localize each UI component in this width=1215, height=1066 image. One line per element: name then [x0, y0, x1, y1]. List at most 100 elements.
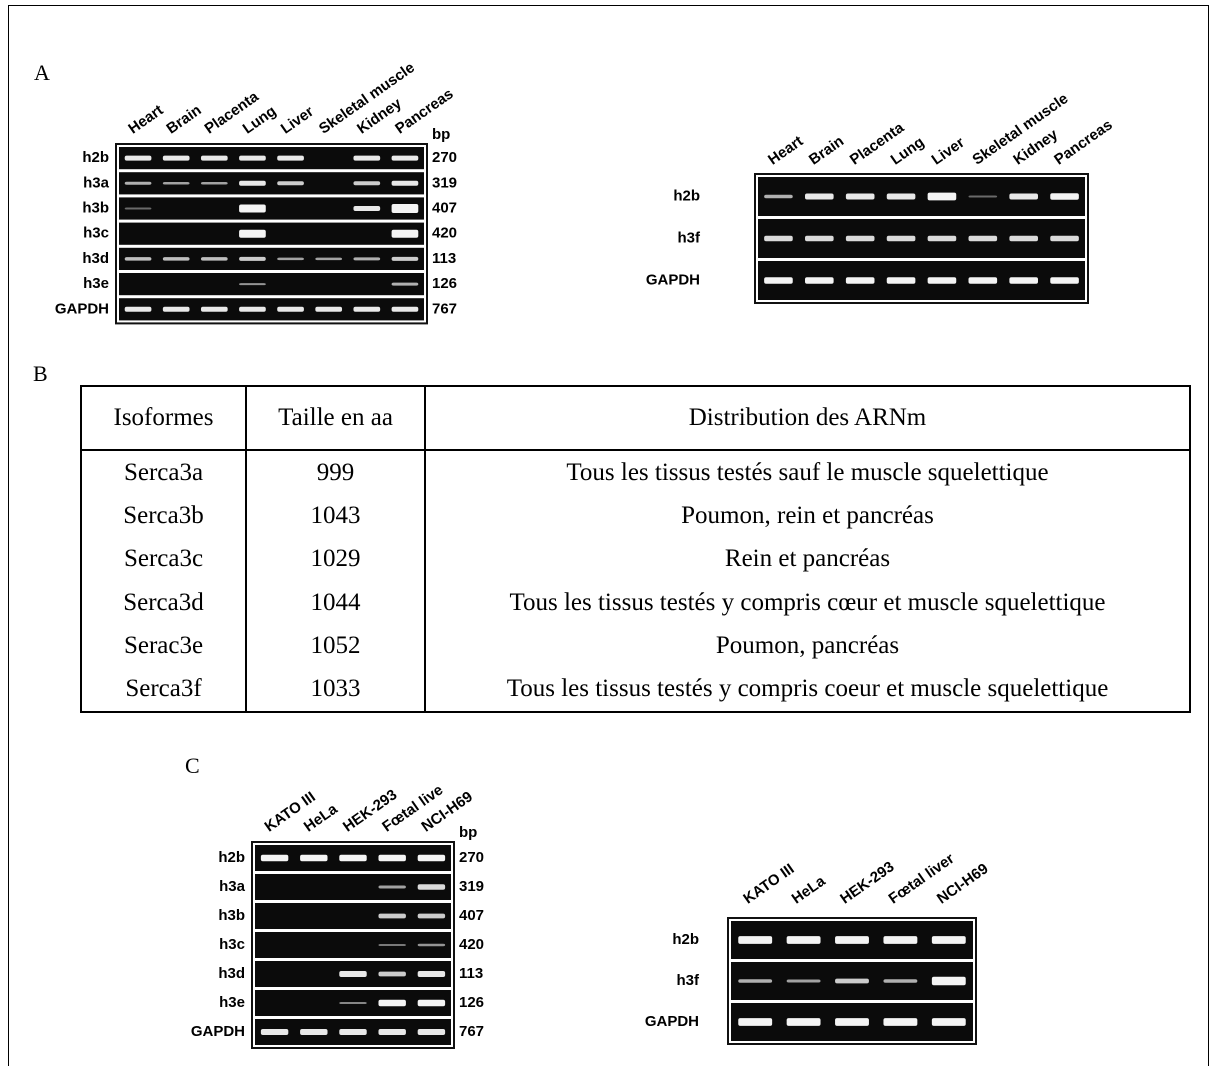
row-label: h3a [219, 878, 246, 895]
gel-band [353, 206, 381, 211]
gel-band [845, 235, 875, 242]
table-row: Serca3d 1044 Tous les tissus testés y comp… [80, 580, 1191, 625]
gel-band [260, 854, 289, 862]
table-row: Serca3c 1029 Rein et pancréas [80, 537, 1191, 581]
lane-label: KATO III [740, 860, 797, 907]
bp-label: 126 [432, 275, 457, 292]
isoform-table: Isoformes Taille en aa Distribution des … [80, 385, 1191, 713]
gel-band [124, 155, 152, 161]
gel-band [277, 257, 304, 261]
gel-band [162, 182, 190, 185]
gel-band [200, 257, 228, 261]
gel-band [315, 306, 343, 312]
table-cell: 1033 [245, 667, 426, 712]
lane-label: HEK-293 [837, 858, 897, 907]
table-cell: 1044 [245, 580, 426, 625]
gel-band [883, 936, 918, 944]
gel-band [239, 256, 266, 261]
header-cell: Distribution des ARNm [424, 385, 1191, 451]
gel-band [417, 999, 446, 1007]
gel-band [239, 155, 266, 161]
table-cell: 1043 [245, 494, 426, 538]
panel-label: A [34, 60, 50, 85]
gel-band [353, 306, 381, 312]
gel-band [927, 277, 957, 284]
bp-label: 270 [432, 149, 457, 166]
gel-band [239, 180, 266, 186]
lane-label: Brain [163, 102, 204, 138]
row-label: h3c [219, 936, 245, 953]
gel-lane-strip [119, 172, 424, 195]
table-row: Serca3b 1043 Poumon, rein et pancréas [80, 494, 1191, 538]
gel-band [764, 194, 793, 199]
lane-label: Liver [929, 134, 968, 169]
bp-label: 319 [432, 174, 457, 191]
gel-band [738, 1018, 773, 1026]
lane-label: Brain [806, 133, 847, 169]
gel-band [200, 155, 228, 161]
gel-band [239, 283, 266, 286]
gel-band [786, 1018, 821, 1026]
gel-band [931, 1018, 966, 1026]
gel-band [391, 306, 419, 312]
gel-frame [115, 143, 428, 325]
gel-band [417, 854, 446, 862]
gel-band [339, 1029, 367, 1035]
gel-frame [754, 173, 1089, 304]
gel-band [968, 277, 998, 284]
row-label: GAPDH [55, 300, 109, 317]
table-cell: Poumon, pancréas [424, 624, 1191, 668]
gel-band [353, 181, 381, 186]
bp-header: bp [459, 824, 477, 841]
gel-band [835, 978, 869, 984]
gel-band [200, 182, 228, 185]
gel-band [339, 854, 367, 862]
gel-band [417, 1029, 446, 1035]
table-cell: Serca3d [80, 580, 247, 625]
gel-band [1009, 235, 1038, 242]
bp-label: 407 [432, 199, 457, 216]
row-label: h3e [219, 994, 245, 1011]
gel-band [927, 192, 957, 201]
gel-band [886, 193, 916, 200]
table-cell: Serca3f [80, 667, 247, 712]
row-label: h3b [218, 907, 245, 924]
table-row: Serca3f 1033 Tous les tissus testés y comp… [80, 667, 1191, 712]
gel-frame [251, 841, 455, 1049]
gel-band [835, 936, 869, 944]
gel-band [391, 229, 419, 238]
row-label: h3b [82, 199, 109, 216]
table-cell: 1029 [245, 537, 426, 581]
table-row: Serac3e 1052 Poumon, pancréas [80, 624, 1191, 668]
gel-band [378, 971, 406, 977]
gel-band [391, 180, 419, 186]
gel-band [835, 1018, 869, 1026]
gel-band [239, 306, 266, 312]
gel-band [845, 277, 875, 284]
gel-band [968, 195, 998, 198]
table-cell: Tous les tissus testés y compris coeur e… [424, 667, 1191, 712]
table-cell: Serac3e [80, 624, 247, 668]
bp-label: 767 [432, 300, 457, 317]
panel-label: B [33, 361, 48, 386]
gel-band [239, 229, 266, 238]
row-label: GAPDH [191, 1023, 245, 1040]
bp-label: 420 [459, 936, 484, 953]
gel-band [378, 944, 406, 946]
table-cell: Tous les tissus testés sauf le muscle sq… [424, 450, 1191, 495]
gel-lane-strip [119, 298, 424, 321]
gel-band [391, 204, 419, 213]
gel-band [417, 971, 446, 977]
row-label: h3c [83, 225, 109, 242]
gel-band [1050, 235, 1079, 242]
gel-band [931, 936, 966, 944]
gel-lane-strip [119, 147, 424, 170]
row-label: h2b [218, 849, 245, 866]
gel-band [764, 277, 793, 284]
gel-band [417, 943, 446, 947]
gel-band [260, 1029, 289, 1035]
table-cell: Tous les tissus testés y compris cœur et… [424, 580, 1191, 625]
lane-label: Heart [765, 133, 806, 169]
row-label: h3d [82, 250, 109, 267]
